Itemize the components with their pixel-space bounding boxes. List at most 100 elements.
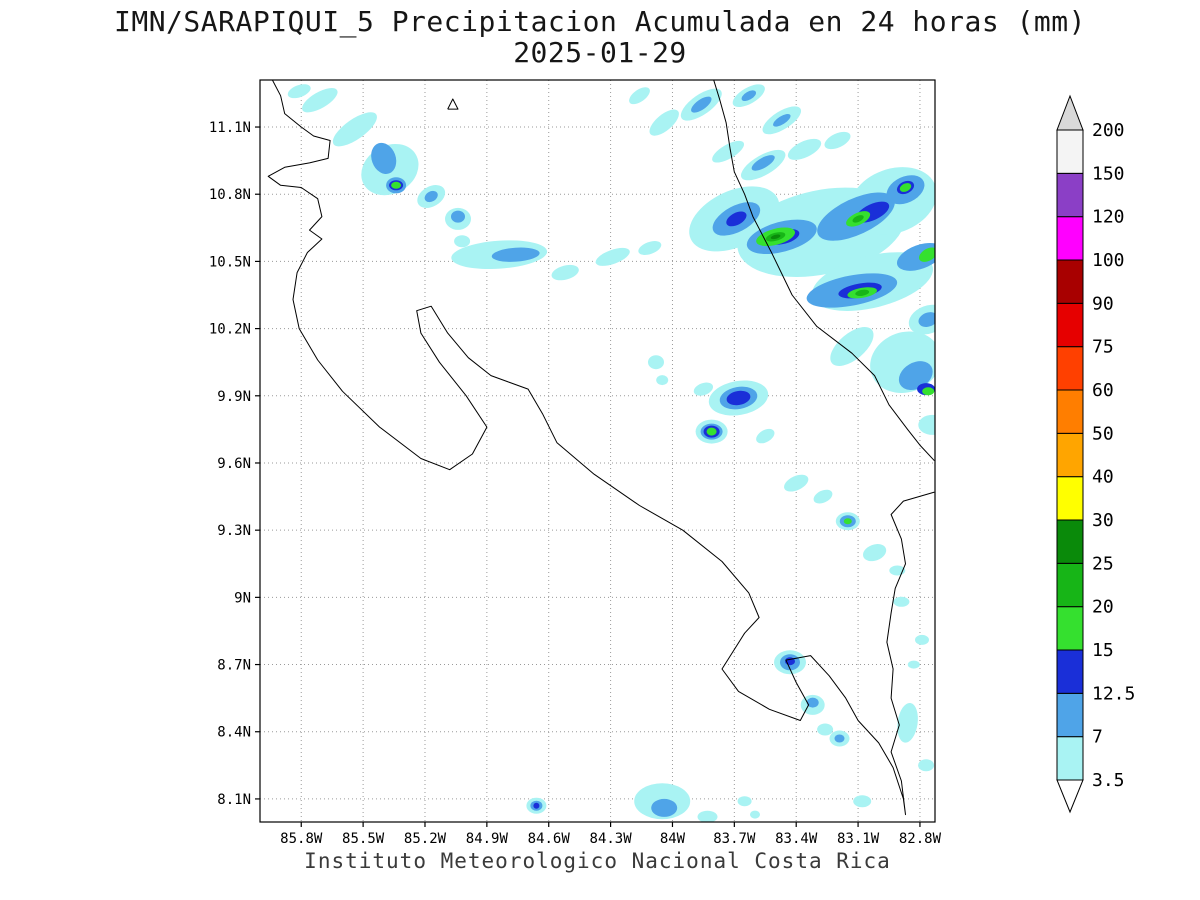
lat-tick-label: 10.8N <box>209 187 251 203</box>
colorbar-tick-label: 15 <box>1092 640 1114 661</box>
colorbar-arrow-below <box>1056 779 1084 814</box>
precip-cell <box>371 142 397 174</box>
precip-cell <box>855 289 870 296</box>
lon-tick-label: 85.8W <box>280 831 323 847</box>
precip-cell <box>853 795 872 808</box>
colorbar-tick-label: 3.5 <box>1092 770 1125 791</box>
precipitation-shading <box>287 84 935 822</box>
precip-cell <box>787 138 822 160</box>
lon-tick-label: 83.1W <box>837 831 880 847</box>
precip-cell <box>817 723 834 736</box>
precip-cell <box>287 84 311 99</box>
precip-cell <box>862 544 887 562</box>
coastline-path <box>447 98 459 110</box>
colorbar-tick-label: 30 <box>1092 510 1114 531</box>
precip-cell <box>741 90 757 101</box>
colorbar-band <box>1056 216 1084 261</box>
plot-frame <box>259 79 936 823</box>
precip-cell <box>332 112 377 147</box>
precip-cell <box>595 247 630 266</box>
precip-cell <box>830 327 874 366</box>
colorbar-tick-label: 20 <box>1092 597 1114 618</box>
colorbar-tick-label: 90 <box>1092 293 1114 314</box>
lat-tick-label: 9.9N <box>217 389 251 405</box>
lat-tick-label: 10.5N <box>209 254 251 270</box>
lat-tick-label: 9.3N <box>217 523 251 539</box>
coastline-path <box>713 80 935 462</box>
colorbar-tick-label: 12.5 <box>1092 683 1135 704</box>
precip-cell <box>424 190 438 203</box>
precip-cell <box>533 802 540 809</box>
colorbar-tick-label: 40 <box>1092 467 1114 488</box>
colorbar-tick-label: 120 <box>1092 207 1125 228</box>
precip-cell <box>834 734 845 743</box>
precip-cell <box>824 131 851 150</box>
precip-cell <box>915 634 929 645</box>
lon-tick-label: 83.4W <box>775 831 818 847</box>
precip-cell <box>649 109 679 136</box>
precip-cell <box>919 247 935 262</box>
colorbar-band <box>1056 346 1084 391</box>
precip-cell <box>491 247 540 262</box>
graticule <box>260 80 935 822</box>
colorbar-tick-label: 100 <box>1092 250 1125 271</box>
lon-tick-label: 84.9W <box>466 831 509 847</box>
precip-cell <box>852 215 864 223</box>
precip-cell <box>697 810 718 822</box>
lon-tick-label: 82.8W <box>899 831 942 847</box>
precip-cell <box>870 331 935 393</box>
precip-cell <box>918 759 935 772</box>
precip-cell <box>918 312 935 328</box>
precip-cell <box>813 489 833 504</box>
lat-tick-label: 10.2N <box>209 322 251 338</box>
colorbar-band <box>1056 476 1084 521</box>
precip-cell <box>451 210 465 223</box>
colorbar-band <box>1056 736 1084 781</box>
precip-cell <box>751 155 775 171</box>
axis-labels: 85.8W 85.5W 85.2W 84.9W 84.6W 84.3W 84W 83.7W 83… <box>209 120 942 847</box>
precip-cell <box>907 660 920 669</box>
precip-cell <box>770 234 781 240</box>
colorbar-tick-label: 60 <box>1092 380 1114 401</box>
colorbar-tick-label: 7 <box>1092 727 1103 748</box>
precip-cell <box>918 414 935 435</box>
chart-caption: Instituto Meteorologico Nacional Costa R… <box>304 849 891 873</box>
precip-cell <box>784 474 809 492</box>
precip-cell <box>773 114 791 127</box>
precip-cell <box>899 183 912 192</box>
lat-tick-label: 8.1N <box>217 792 251 808</box>
colorbar-tick-label: 25 <box>1092 553 1114 574</box>
coastline-path <box>267 80 935 816</box>
coastlines <box>267 80 935 816</box>
lon-tick-label: 85.2W <box>404 831 447 847</box>
precip-cell <box>651 798 678 817</box>
chart-date: 2025-01-29 <box>513 36 687 69</box>
lon-tick-label: 85.5W <box>342 831 385 847</box>
precip-cell <box>922 387 935 396</box>
colorbar-tick-label: 75 <box>1092 337 1114 358</box>
precip-cell <box>691 96 712 113</box>
colorbar-band <box>1056 519 1084 564</box>
precip-cell <box>897 702 918 743</box>
precip-cell <box>302 88 338 113</box>
colorbar-tick-label: 150 <box>1092 163 1125 184</box>
colorbar-band <box>1056 692 1084 738</box>
lon-tick-label: 83.7W <box>713 831 756 847</box>
precip-cell <box>648 355 664 370</box>
colorbar-band <box>1056 302 1084 348</box>
precip-cell <box>638 241 662 255</box>
precip-cell <box>750 810 760 819</box>
precip-cell <box>806 697 819 708</box>
precip-cell <box>391 181 402 189</box>
colorbar-band <box>1056 649 1084 694</box>
precip-cell <box>756 428 775 444</box>
precip-cell <box>454 235 471 248</box>
colorbar-band <box>1056 389 1084 434</box>
colorbar-band <box>1056 129 1084 174</box>
lon-tick-label: 84.6W <box>528 831 571 847</box>
lat-tick-label: 8.4N <box>217 725 251 741</box>
precip-cell <box>712 140 745 163</box>
lon-tick-label: 84.3W <box>590 831 633 847</box>
